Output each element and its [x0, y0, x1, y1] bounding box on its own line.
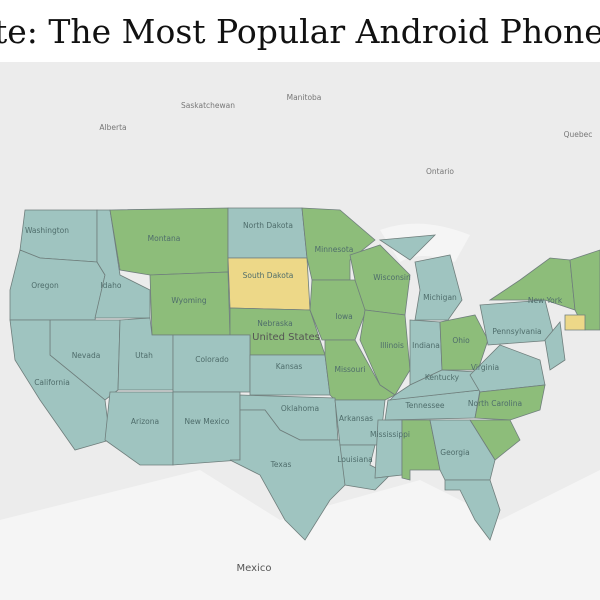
state-label: Idaho	[101, 281, 122, 290]
state	[469, 344, 546, 393]
state-label: North Dakota	[243, 221, 293, 230]
state-label: Colorado	[195, 355, 229, 364]
state-label: Louisiana	[337, 455, 372, 464]
state-label: Texas	[270, 460, 292, 469]
state	[249, 354, 331, 396]
state-label: Wisconsin	[373, 273, 411, 282]
state-label: Missouri	[335, 365, 366, 374]
map-title: te: The Most Popular Android Phones c	[0, 12, 600, 51]
state	[374, 419, 403, 479]
state-label: Pennsylvania	[492, 327, 541, 336]
map: Alberta Saskatchewan Manitoba Ontario Qu…	[0, 62, 600, 600]
state	[172, 391, 241, 466]
state	[227, 257, 311, 311]
state-label: Utah	[135, 351, 153, 360]
state-label: Mississippi	[370, 430, 410, 439]
state-label: Oklahoma	[281, 404, 319, 413]
state-label: Nevada	[72, 351, 101, 360]
state-label: Kansas	[276, 362, 303, 371]
state-label: Arkansas	[339, 414, 373, 423]
state	[104, 391, 174, 466]
state	[301, 207, 376, 281]
state	[444, 479, 501, 541]
state-label: California	[34, 378, 70, 387]
state-label: Georgia	[440, 448, 469, 457]
state-label: New Mexico	[185, 417, 230, 426]
state-label: Montana	[148, 234, 181, 243]
province-label: Quebec	[564, 130, 593, 139]
state-label: Indiana	[412, 341, 440, 350]
state	[439, 314, 489, 371]
state-label: Virginia	[471, 363, 499, 372]
state	[378, 234, 437, 261]
state	[227, 207, 308, 259]
state	[569, 249, 600, 331]
state-label: Oregon	[31, 281, 59, 290]
state-label: Minnesota	[315, 245, 354, 254]
province-label: Manitoba	[287, 93, 322, 102]
country-label: Mexico	[237, 563, 272, 574]
state-label: Iowa	[335, 312, 353, 321]
state-label: North Carolina	[468, 399, 522, 408]
province-label: Alberta	[99, 123, 126, 132]
state-label: Michigan	[423, 293, 457, 302]
country-label: United States	[252, 332, 320, 343]
state-label: New York	[528, 296, 563, 305]
labels: Alberta Saskatchewan Manitoba Ontario Qu…	[25, 93, 592, 574]
state-label: Washington	[25, 226, 69, 235]
states	[9, 207, 600, 541]
province-label: Saskatchewan	[181, 101, 235, 110]
state	[229, 409, 351, 541]
state	[544, 321, 566, 371]
state-label: Nebraska	[257, 319, 292, 328]
state-label: Wyoming	[171, 296, 206, 305]
state-label: Arizona	[131, 417, 159, 426]
state-label: Illinois	[380, 341, 404, 350]
state-label: South Dakota	[243, 271, 294, 280]
state	[564, 314, 586, 331]
state	[479, 299, 556, 346]
province-label: Ontario	[426, 167, 454, 176]
state-label: Tennessee	[404, 401, 444, 410]
state-label: Ohio	[452, 336, 470, 345]
state-label: Kentucky	[425, 373, 460, 382]
